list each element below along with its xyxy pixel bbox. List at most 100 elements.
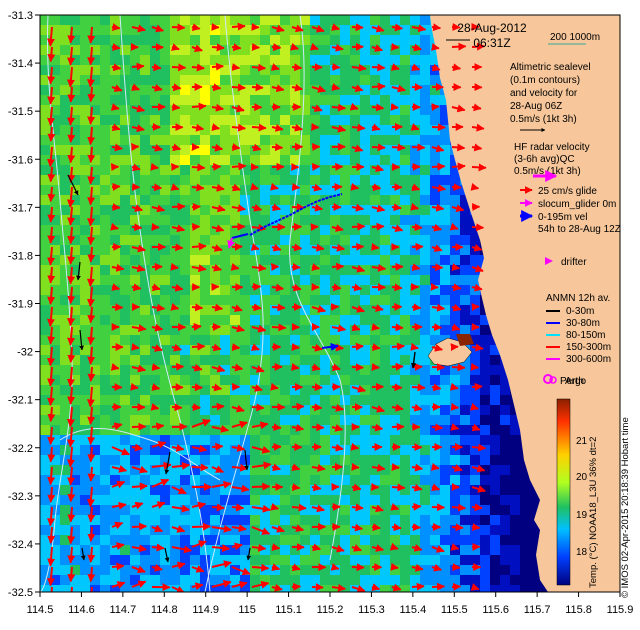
current-arrow	[231, 343, 241, 352]
current-arrow	[371, 222, 385, 231]
current-arrow	[87, 346, 96, 365]
current-arrow	[291, 402, 305, 411]
current-arrow	[309, 42, 319, 51]
current-arrow	[47, 426, 56, 446]
anmn-arrow	[410, 351, 417, 369]
hf-legend-line: HF radar velocity	[514, 142, 590, 153]
current-arrow	[431, 43, 440, 51]
current-arrow	[351, 323, 361, 332]
current-arrow	[471, 382, 483, 391]
current-arrow	[311, 263, 321, 271]
current-arrow	[471, 485, 487, 493]
current-arrow	[86, 286, 95, 308]
current-arrow	[391, 283, 403, 292]
current-arrow	[87, 426, 96, 446]
current-arrow	[251, 403, 265, 412]
current-arrow	[451, 363, 466, 372]
current-arrow	[231, 162, 247, 171]
current-arrow	[87, 526, 96, 542]
current-arrow	[331, 283, 342, 292]
current-arrow	[391, 362, 404, 371]
current-arrow	[47, 566, 56, 587]
current-arrow	[251, 482, 271, 491]
current-arrow	[67, 286, 76, 305]
current-arrow	[211, 544, 231, 553]
current-arrow	[151, 204, 166, 213]
current-arrow	[311, 463, 326, 472]
current-arrow	[331, 262, 345, 271]
current-arrow	[391, 323, 404, 332]
current-arrow	[191, 463, 209, 472]
current-arrow	[211, 183, 225, 192]
current-arrow	[371, 242, 380, 251]
current-arrow	[87, 166, 96, 185]
current-arrow	[431, 343, 443, 352]
lon-tick-label: 115.8	[565, 604, 592, 616]
current-arrow	[251, 580, 270, 589]
current-arrow	[47, 506, 56, 527]
current-arrow	[371, 583, 381, 591]
colorbar-tick-18: 18	[576, 547, 588, 558]
current-arrow	[67, 326, 76, 346]
current-arrow	[131, 204, 144, 212]
lon-tick-label: 115.3	[358, 604, 385, 616]
current-arrow	[291, 63, 303, 72]
lon-tick-label: 115	[238, 604, 256, 616]
current-arrow	[351, 363, 364, 372]
lat-tick-label: -31.5	[8, 106, 33, 118]
current-arrow	[151, 303, 166, 312]
current-arrow	[271, 143, 284, 152]
current-arrow	[471, 464, 486, 473]
current-arrow	[171, 83, 182, 92]
current-arrow	[470, 583, 480, 591]
current-arrow	[451, 283, 462, 292]
current-arrow	[211, 424, 229, 433]
current-arrow	[111, 143, 123, 152]
current-arrow	[131, 501, 144, 510]
current-arrow	[211, 579, 232, 588]
argo-legend: Argo	[549, 376, 587, 387]
credit-text: © IMOS 02-Apr-2015 20:18:39 Hobart time	[620, 417, 631, 598]
current-arrow	[331, 224, 344, 232]
current-arrow	[311, 203, 324, 212]
lat-tick-label: -32.2	[8, 443, 33, 455]
current-arrow	[131, 83, 140, 91]
current-arrow	[151, 363, 161, 371]
current-arrow	[471, 123, 485, 132]
current-arrow	[471, 523, 481, 532]
current-arrow	[170, 183, 180, 191]
current-arrow	[351, 584, 366, 592]
current-arrow	[87, 86, 96, 103]
lon-tick-label: 115.1	[275, 604, 302, 616]
current-arrow	[390, 503, 400, 511]
current-arrow	[390, 562, 399, 571]
current-arrow	[171, 525, 186, 533]
current-arrow	[451, 303, 462, 312]
current-arrow	[191, 242, 207, 251]
current-arrow	[351, 63, 367, 72]
current-arrow	[411, 43, 422, 52]
current-arrow	[391, 383, 403, 392]
current-arrow	[251, 143, 262, 152]
current-arrow	[351, 23, 364, 32]
current-arrow	[67, 566, 76, 583]
colorbar-tick-21: 21	[576, 436, 588, 447]
current-arrow	[451, 63, 462, 72]
current-arrow	[291, 524, 305, 533]
current-arrow	[251, 563, 270, 572]
current-arrow	[391, 23, 403, 32]
slocum-label: slocum_glider 0m	[538, 199, 616, 210]
current-arrow	[311, 423, 325, 432]
current-arrow	[87, 26, 96, 44]
current-arrow	[150, 162, 159, 171]
current-arrow	[171, 362, 185, 371]
current-arrow	[47, 106, 56, 126]
current-arrow	[371, 204, 386, 213]
current-arrow	[311, 24, 325, 33]
current-arrow	[67, 266, 76, 285]
current-arrow	[291, 83, 303, 92]
current-arrow	[87, 406, 96, 425]
current-arrow	[351, 462, 360, 471]
current-arrow	[211, 123, 221, 131]
